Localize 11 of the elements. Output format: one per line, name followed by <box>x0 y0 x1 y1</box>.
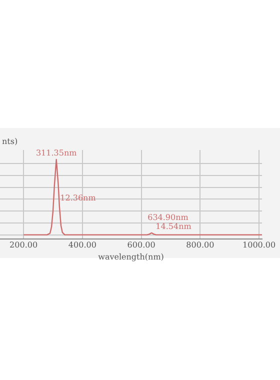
x-tick-label: 600.00 <box>127 240 156 250</box>
x-tick-label: 200.00 <box>10 240 38 250</box>
annotation: 311.35nm <box>36 148 78 158</box>
x-tick-label: 400.00 <box>68 240 96 250</box>
annotation: 12.36nm <box>60 193 96 202</box>
annotation: 634.90nm <box>148 212 189 222</box>
x-tick-label: 1000.00 <box>242 240 276 250</box>
x-tick-label: 800.00 <box>186 240 214 250</box>
x-axis-title: wavelength(nm) <box>98 252 164 262</box>
annotation: 14.54nm <box>156 222 192 232</box>
y-axis-title: nts) <box>2 137 18 146</box>
